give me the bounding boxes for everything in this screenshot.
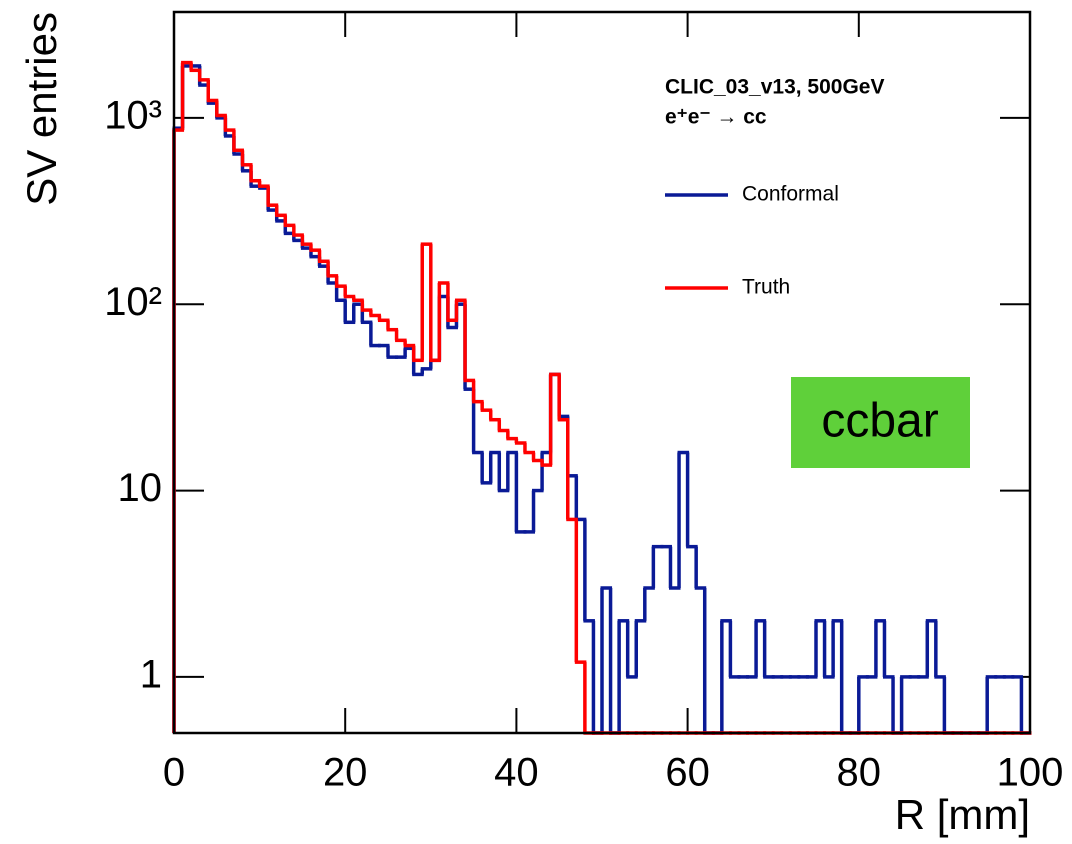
legend-label: Conformal [742,183,839,206]
legend-label: Truth [742,276,790,299]
annotation: ccbar [821,395,938,448]
x-tick-label: 0 [163,751,185,795]
x-axis-label: R [mm] [895,791,1030,838]
plot-frame [172,10,1032,735]
x-tick-label: 40 [494,751,539,795]
x-tick-label: 100 [997,751,1064,795]
x-tick-label: 80 [837,751,882,795]
y-axis-label: SV entries [18,12,65,206]
x-tick-label: 20 [323,751,368,795]
annotation: e⁺e⁻ → cc [665,106,767,129]
y-tick-label: 1 [140,652,162,696]
y-tick-label: 10 [118,466,163,510]
annotation: CLIC_03_v13, 500GeV [665,76,884,99]
annotation-box [791,377,970,468]
y-tick-label: 10³ [104,93,162,137]
y-tick-label: 10² [104,280,162,324]
x-tick-label: 60 [665,751,710,795]
